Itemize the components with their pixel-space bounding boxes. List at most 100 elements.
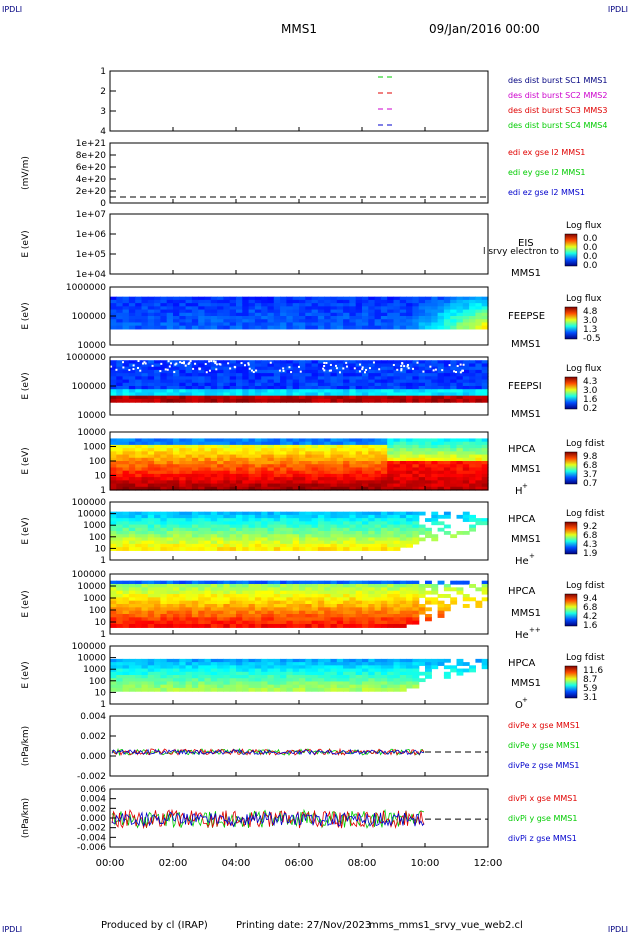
spectrogram-cell xyxy=(166,540,174,545)
spectrogram-cell xyxy=(147,610,155,615)
spectrogram-cell xyxy=(355,511,363,516)
spectrogram-gap xyxy=(329,363,332,366)
spectrogram-cell xyxy=(110,486,117,491)
spectrogram-cell xyxy=(204,299,212,304)
spectrogram-cell xyxy=(336,312,344,317)
spectrogram-cell xyxy=(135,671,143,676)
spectrogram-cell xyxy=(248,486,256,491)
spectrogram-cell xyxy=(280,687,287,692)
spectrogram-cell xyxy=(261,306,269,311)
spectrogram-cell xyxy=(481,316,489,320)
spectrogram-cell xyxy=(261,438,269,443)
spectrogram-cell xyxy=(330,441,338,446)
spectrogram-cell xyxy=(380,454,388,459)
spectrogram-cell xyxy=(217,299,224,304)
spectrogram-cell xyxy=(135,480,143,485)
spectrogram-cell xyxy=(425,389,432,394)
spectrogram-cell xyxy=(236,617,243,622)
spectrogram-cell xyxy=(160,668,168,673)
spectrogram-cell xyxy=(380,684,388,689)
spectrogram-cell xyxy=(280,514,287,519)
spectrogram-cell xyxy=(223,590,231,595)
spectrogram-cell xyxy=(254,477,262,481)
spectrogram-cell xyxy=(248,363,256,368)
spectrogram-cell xyxy=(311,511,319,516)
panel-10 xyxy=(109,715,489,777)
spectrogram-cell xyxy=(229,299,237,304)
spectrogram-cell xyxy=(179,296,187,301)
spectrogram-cell xyxy=(110,518,117,522)
spectrogram-cell xyxy=(349,309,357,314)
spectrogram-cell xyxy=(217,607,224,612)
spectrogram-cell xyxy=(475,319,483,324)
spectrogram-cell xyxy=(191,531,199,535)
spectrogram-cell xyxy=(469,369,476,374)
spectrogram-cell xyxy=(330,607,338,612)
spectrogram-cell xyxy=(210,373,218,377)
spectrogram-cell xyxy=(173,584,180,588)
spectrogram-cell xyxy=(299,681,306,686)
spectrogram-cell xyxy=(141,624,149,628)
colorbar xyxy=(564,306,578,340)
spectrogram-cell xyxy=(387,473,395,478)
spectrogram-cell xyxy=(311,444,319,449)
species-charge: + xyxy=(522,696,528,704)
spectrogram-cell xyxy=(387,306,395,311)
spectrogram-cell xyxy=(380,461,388,465)
spectrogram-cell xyxy=(469,448,476,452)
spectrogram-cell xyxy=(116,594,124,598)
spectrogram-cell xyxy=(141,441,149,446)
spectrogram-cell xyxy=(462,483,470,488)
spectrogram-cell xyxy=(261,665,269,670)
spectrogram-cell xyxy=(166,671,174,676)
spectrogram-cell xyxy=(204,671,212,676)
spectrogram-cell xyxy=(399,395,407,400)
spectrogram-cell xyxy=(330,597,338,602)
spectrogram-cell xyxy=(141,312,149,317)
spectrogram-cell xyxy=(380,306,388,311)
spectrogram-cell xyxy=(481,461,489,465)
spectrogram-cell xyxy=(273,467,281,472)
spectrogram-cell xyxy=(173,398,180,403)
spectrogram-cell xyxy=(217,389,224,394)
spectrogram-cell xyxy=(122,322,130,327)
spectrogram-cell xyxy=(217,527,224,532)
plot-title: MMS1 xyxy=(281,22,317,36)
spectrogram-cell xyxy=(242,662,250,666)
spectrogram-cell xyxy=(128,511,136,516)
spectrogram-cell xyxy=(147,386,155,390)
spectrogram-cell xyxy=(368,597,376,602)
spectrogram-cell xyxy=(387,511,395,516)
spectrogram-cell xyxy=(204,604,212,608)
spectrogram-cell xyxy=(311,473,319,478)
spectrogram-cell xyxy=(204,296,212,301)
spectrogram-cell xyxy=(431,600,439,605)
spectrogram-cell xyxy=(210,620,218,625)
spectrogram-cell xyxy=(399,382,407,387)
spectrogram-cell xyxy=(330,527,338,532)
spectrogram-cell xyxy=(242,319,250,324)
spectrogram-cell xyxy=(210,684,218,689)
spectrogram-cell xyxy=(456,514,464,519)
spectrogram-cell xyxy=(286,668,294,673)
spectrogram-cell xyxy=(191,594,199,598)
spectrogram-cell xyxy=(110,395,117,400)
spectrogram-cell xyxy=(311,597,319,602)
spectrogram-cell xyxy=(286,620,294,625)
spectrogram-cell xyxy=(418,438,426,443)
spectrogram-cell xyxy=(236,681,243,686)
spectrogram-cell xyxy=(406,681,413,686)
spectrogram-cell xyxy=(160,483,168,488)
spectrogram-cell xyxy=(267,363,275,368)
spectrogram-cell xyxy=(425,386,432,390)
spectrogram-cell xyxy=(110,604,117,608)
spectrogram-cell xyxy=(273,363,281,368)
spectrogram-cell xyxy=(173,684,180,689)
spectrogram-gap xyxy=(240,362,243,365)
spectrogram-cell xyxy=(204,587,212,592)
spectrogram-cell xyxy=(431,303,439,307)
spectrogram-cell xyxy=(343,312,350,317)
spectrogram-cell xyxy=(141,457,149,462)
spectrogram-cell xyxy=(324,597,332,602)
spectrogram-cell xyxy=(154,360,161,365)
